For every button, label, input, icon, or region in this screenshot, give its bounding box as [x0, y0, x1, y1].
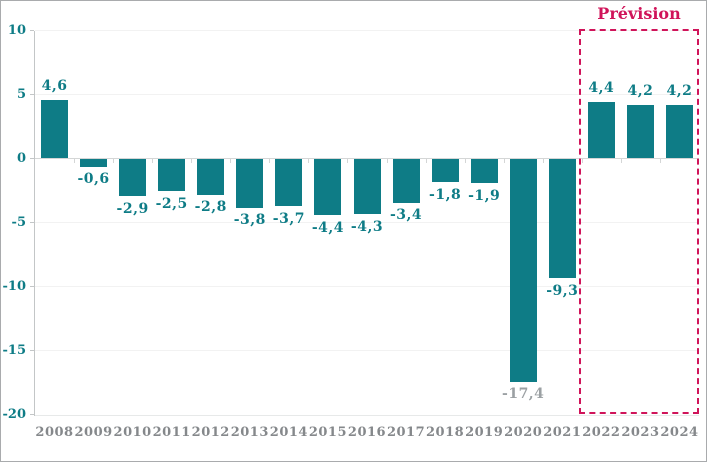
x-tick-label: 2014: [269, 425, 308, 440]
bar: [119, 159, 147, 197]
bar-value-label: -1,8: [429, 186, 462, 203]
bar-value-label: -2,5: [155, 195, 188, 212]
zero-axis-tick: [464, 158, 466, 163]
bar-value-label: -4,4: [311, 219, 345, 236]
bar-value-label: 4,6: [41, 77, 68, 94]
x-tick-label: 2023: [621, 425, 660, 440]
x-tick-label: 2019: [465, 425, 504, 440]
x-tick-label: 2020: [504, 425, 543, 440]
gridline: [35, 286, 699, 287]
x-tick-label: 2016: [347, 425, 387, 440]
x-tick-label: 2024: [660, 425, 699, 440]
bar-value-label: 4,2: [627, 82, 654, 99]
y-axis-line: [34, 30, 35, 416]
bar: [665, 104, 693, 159]
zero-axis-tick: [347, 158, 349, 163]
y-axis-tick: [30, 350, 34, 351]
y-tick-label: -5: [11, 214, 26, 230]
bar: [587, 102, 615, 159]
bar-value-label: -1,9: [468, 187, 501, 204]
x-tick-label: 2015: [308, 425, 348, 440]
zero-axis-tick: [542, 158, 544, 163]
x-tick-label: 2009: [74, 425, 113, 440]
zero-axis-tick: [230, 158, 232, 163]
zero-axis-tick: [620, 158, 622, 163]
zero-axis-tick: [386, 158, 388, 163]
x-tick-label: 2021: [543, 425, 582, 440]
x-tick-label: 2010: [113, 425, 152, 440]
y-axis-tick: [30, 30, 34, 31]
y-tick-label: -15: [2, 342, 27, 358]
x-tick-label: 2011: [152, 425, 191, 440]
bar-value-label: -17,4: [502, 386, 545, 403]
bar: [626, 104, 654, 159]
zero-axis-tick: [113, 158, 115, 163]
bar: [236, 159, 264, 208]
bar: [80, 159, 108, 167]
bar-value-label: -2,9: [116, 200, 149, 217]
x-tick-label: 2013: [230, 425, 269, 440]
bar-value-label: -9,3: [546, 282, 579, 299]
x-tick-label: 2018: [426, 425, 465, 440]
bar: [197, 159, 225, 195]
y-axis-tick: [30, 286, 34, 287]
bar: [431, 159, 459, 183]
forecast-box: [579, 29, 699, 414]
zero-axis-tick: [581, 158, 583, 163]
bar: [392, 159, 420, 203]
bar-value-label: -0,6: [77, 171, 110, 188]
zero-axis-tick: [503, 158, 505, 163]
bar-value-label: 4,4: [588, 80, 615, 97]
bar-value-label: -2,8: [194, 199, 227, 216]
bar: [548, 159, 576, 279]
gridline: [35, 350, 699, 351]
x-tick-label: 2008: [35, 425, 74, 440]
bar: [509, 159, 537, 382]
y-tick-label: 5: [16, 86, 26, 102]
bar-value-label: -3,7: [272, 210, 305, 227]
gridline: [35, 94, 699, 95]
bar: [470, 159, 498, 184]
zero-axis-tick: [659, 158, 661, 163]
zero-line: [35, 158, 699, 159]
bar: [275, 159, 303, 207]
y-tick-label: -10: [2, 278, 27, 294]
bar-value-label: 4,2: [666, 82, 693, 99]
zero-axis-tick: [152, 158, 154, 163]
y-tick-label: 10: [7, 22, 26, 38]
y-axis-tick: [30, 158, 34, 159]
zero-axis-tick: [191, 158, 193, 163]
x-tick-label: 2017: [386, 425, 426, 440]
y-tick-label: -20: [2, 406, 27, 422]
y-axis-tick: [30, 94, 34, 95]
y-axis-tick: [30, 414, 34, 415]
x-axis-line: [35, 414, 699, 416]
zero-axis-tick: [74, 158, 76, 163]
bar: [158, 159, 186, 191]
y-axis-tick: [30, 222, 34, 223]
zero-axis-tick: [425, 158, 427, 163]
zero-axis-tick: [269, 158, 271, 163]
gridline: [35, 30, 699, 31]
bar-value-label: -3,4: [389, 207, 423, 224]
gridline: [35, 222, 699, 223]
bar-value-label: -4,3: [350, 218, 384, 235]
forecast-label: Prévision: [597, 4, 681, 23]
bar: [41, 99, 69, 159]
y-tick-label: 0: [16, 150, 26, 166]
bar-value-label: -3,8: [233, 212, 266, 229]
bar: [314, 159, 342, 216]
bar: [353, 159, 381, 215]
x-tick-label: 2022: [582, 425, 621, 440]
x-tick-label: 2012: [191, 425, 230, 440]
zero-axis-tick: [308, 158, 310, 163]
